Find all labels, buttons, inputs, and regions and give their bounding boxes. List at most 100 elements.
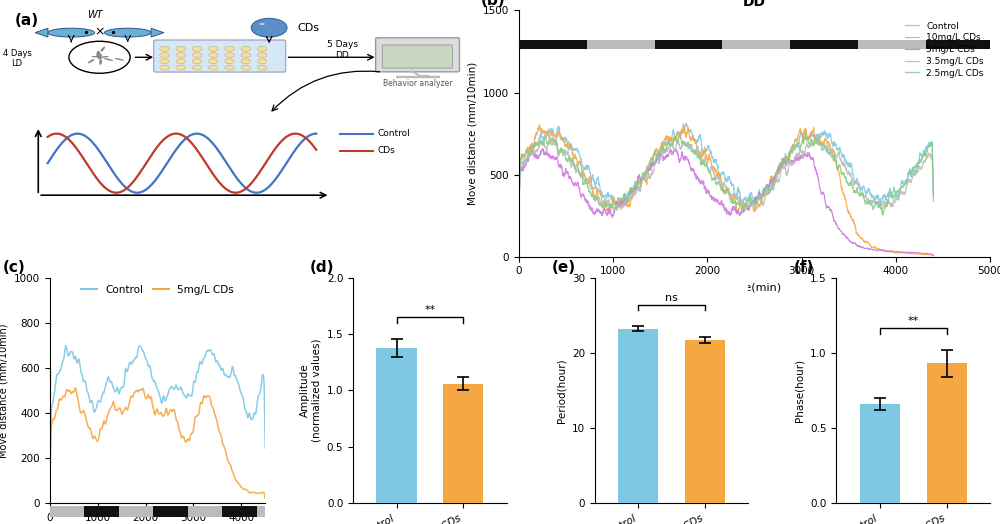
Ellipse shape [48,28,95,37]
3.5mg/L CDs [927,198,939,204]
Text: (b): (b) [481,0,506,8]
Bar [443,384,483,503]
10mg/L CDs [513,201,525,208]
2.5mg/L CDs [805,136,817,142]
2.5mg/L CDs [673,133,685,139]
10mg/L CDs [927,253,939,259]
10mg/L CDs [609,200,621,206]
Circle shape [225,52,234,58]
X-axis label: time(min): time(min) [727,282,782,292]
Circle shape [192,52,202,58]
Circle shape [257,52,267,58]
Bar [587,40,655,49]
Y-axis label: Move distance (mm/10min): Move distance (mm/10min) [467,62,477,205]
Text: (c): (c) [3,260,25,276]
Circle shape [225,59,234,64]
5mg/L CDs [774,166,786,172]
Circle shape [209,59,218,64]
5mg/L CDs [513,205,525,212]
Text: (e): (e) [552,260,576,276]
Text: Behavior analyzer: Behavior analyzer [383,80,452,89]
Line: 2.5mg/L CDs: 2.5mg/L CDs [519,136,933,215]
10mg/L CDs [900,250,912,256]
Bar [188,506,222,517]
3.5mg/L CDs [609,205,621,211]
Ellipse shape [88,59,95,63]
Ellipse shape [100,47,105,52]
Text: **: ** [908,316,919,326]
Control [805,132,817,138]
Circle shape [160,52,169,58]
Circle shape [192,65,202,70]
Text: 4 Days
LD: 4 Days LD [3,49,32,68]
Ellipse shape [96,53,100,59]
Control [775,161,787,168]
Bar [376,347,417,503]
Line: 3.5mg/L CDs: 3.5mg/L CDs [519,137,933,212]
Circle shape [69,41,130,73]
2.5mg/L CDs [881,202,893,208]
FancyBboxPatch shape [154,40,286,72]
Y-axis label: Amplitude
(normalized values): Amplitude (normalized values) [300,339,321,442]
Bar [222,506,257,517]
Circle shape [209,52,218,58]
Line: 5mg/L CDs: 5mg/L CDs [519,148,933,255]
Circle shape [160,46,169,51]
Text: ns: ns [665,292,678,302]
2.5mg/L CDs [513,205,525,212]
3.5mg/L CDs [881,199,893,205]
Circle shape [192,46,202,51]
Polygon shape [151,28,164,37]
2.5mg/L CDs [609,199,621,205]
Ellipse shape [97,52,100,57]
Ellipse shape [98,55,101,60]
Ellipse shape [104,58,113,61]
Circle shape [225,46,234,51]
Title: DD: DD [743,0,766,9]
Polygon shape [396,76,439,77]
Control [612,204,624,210]
Circle shape [241,52,251,58]
Ellipse shape [98,54,102,59]
5mg/L CDs [670,145,682,151]
Control [680,120,692,126]
2.5mg/L CDs [876,212,888,218]
Circle shape [257,65,267,70]
5mg/L CDs [900,249,912,256]
Text: CDs: CDs [297,23,319,32]
Control [881,193,893,199]
Bar [50,506,84,517]
Bar [858,40,926,49]
Circle shape [209,46,218,51]
10mg/L CDs [927,252,939,258]
3.5mg/L CDs [774,171,786,178]
Ellipse shape [259,23,265,25]
10mg/L CDs [774,159,786,166]
Polygon shape [35,28,48,37]
Bar [153,506,188,517]
Text: (f): (f) [793,260,814,276]
Ellipse shape [91,56,102,58]
5mg/L CDs [881,248,893,254]
Y-axis label: Period(hour): Period(hour) [556,358,566,423]
Bar [990,40,994,49]
Bar [926,40,990,49]
5mg/L CDs [927,252,939,258]
2.5mg/L CDs [927,194,939,200]
Circle shape [241,65,251,70]
Polygon shape [410,71,429,76]
Bar [119,506,153,517]
Circle shape [160,59,169,64]
2.5mg/L CDs [774,163,786,170]
10mg/L CDs [677,121,689,127]
Circle shape [257,59,267,64]
Text: (a): (a) [15,13,39,28]
Circle shape [257,46,267,51]
Legend: Control, 10mg/L CDs, 5mg/L CDs, 3.5mg/L CDs, 2.5mg/L CDs: Control, 10mg/L CDs, 5mg/L CDs, 3.5mg/L … [904,20,985,79]
3.5mg/L CDs [608,209,620,215]
Text: (d): (d) [310,260,335,276]
Ellipse shape [99,59,102,65]
Line: Control: Control [519,123,933,207]
Circle shape [241,59,251,64]
Control [513,201,525,208]
